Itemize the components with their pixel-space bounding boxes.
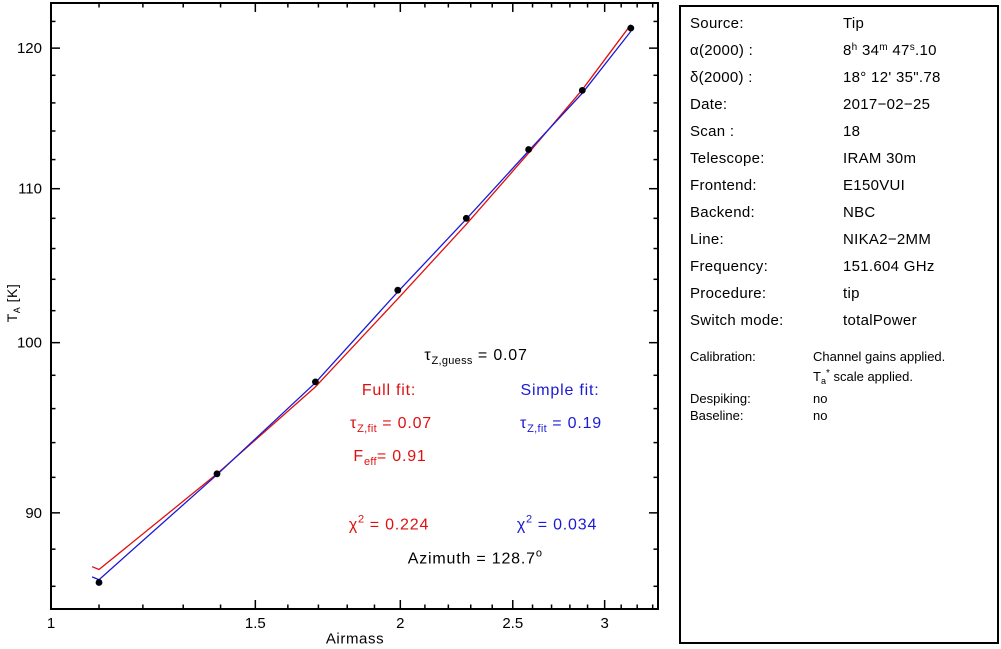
info-row-frontend: Frontend: E150VUI <box>690 172 997 199</box>
observation-info-panel: Source: Tip α(2000) : 8h 34m 47s.10 δ(20… <box>679 5 999 644</box>
info-row-calibration: Calibration: Channel gains applied. Ta* … <box>690 348 997 390</box>
axis-ticks <box>50 3 658 609</box>
data-point <box>312 378 319 386</box>
row-value: Channel gains applied. Ta* scale applied… <box>813 349 946 386</box>
info-row-dec: δ(2000) : 18° 12' 35".78 <box>690 64 997 91</box>
info-row-procedure: Procedure: tip <box>690 280 997 307</box>
row-value: 18° 12' 35".78 <box>843 69 941 86</box>
y-axis-label: TA [K] <box>4 283 22 323</box>
row-value: no <box>813 391 828 406</box>
svg-text:120: 120 <box>17 40 42 57</box>
x-axis-label: Airmass <box>325 630 385 648</box>
row-label: Backend: <box>690 204 755 221</box>
data-point <box>525 146 532 153</box>
row-value: 151.604 GHz <box>843 258 935 275</box>
row-label: Despiking: <box>690 391 751 406</box>
annotation-simple-fit-heading: Simple fit: <box>520 382 600 399</box>
svg-text:2: 2 <box>396 615 404 632</box>
row-label: Date: <box>690 96 728 113</box>
processing-info-block: Calibration: Channel gains applied. Ta* … <box>690 348 997 424</box>
annotation-full-fit-heading: Full fit: <box>361 382 417 399</box>
annotation-chi2-full: χ2 = 0.224 <box>348 513 430 534</box>
row-value: NIKA2−2MM <box>843 231 932 248</box>
info-row-source: Source: Tip <box>690 10 997 37</box>
info-row-frequency: Frequency: 151.604 GHz <box>690 253 997 280</box>
annotation-forward-efficiency: Feff= 0.91 <box>353 448 427 468</box>
info-row-baseline: Baseline: no <box>690 407 997 424</box>
annotation-tau-z-guess: τZ,guess = 0.07 <box>424 347 528 367</box>
row-label: Telescope: <box>690 150 765 167</box>
row-label: Line: <box>690 231 725 248</box>
row-label: Frequency: <box>690 258 769 275</box>
row-label: Switch mode: <box>690 312 784 329</box>
svg-text:3: 3 <box>600 615 608 632</box>
data-point <box>95 579 103 586</box>
row-value: totalPower <box>843 312 917 329</box>
row-label: Frontend: <box>690 177 757 194</box>
svg-text:2.5: 2.5 <box>502 615 523 632</box>
row-value: tip <box>843 285 860 302</box>
info-row-date: Date: 2017−02−25 <box>690 91 997 118</box>
info-row-ra: α(2000) : 8h 34m 47s.10 <box>690 37 997 64</box>
row-label: Calibration: <box>690 349 756 364</box>
svg-text:1: 1 <box>47 615 55 632</box>
row-value: IRAM 30m <box>843 150 917 167</box>
info-row-switch-mode: Switch mode: totalPower <box>690 307 997 334</box>
data-point <box>578 87 586 94</box>
row-value: 8h 34m 47s.10 <box>843 42 937 59</box>
annotation-chi2-simple: χ2 = 0.034 <box>516 513 598 534</box>
info-row-line: Line: NIKA2−2MM <box>690 226 997 253</box>
annotation-azimuth: Azimuth = 128.7o <box>407 547 543 568</box>
data-point <box>627 24 635 32</box>
row-label: Scan : <box>690 123 735 140</box>
row-label: Baseline: <box>690 408 744 423</box>
row-label: δ(2000) : <box>690 69 753 86</box>
annotation-tau-z-fit-full: τZ,fit = 0.07 <box>350 415 432 435</box>
info-row-telescope: Telescope: IRAM 30m <box>690 145 997 172</box>
row-value: Tip <box>843 15 865 32</box>
row-label: Source: <box>690 15 744 32</box>
svg-text:110: 110 <box>18 181 42 198</box>
row-value: 18 <box>843 123 861 140</box>
annotation-tau-z-fit-simple: τZ,fit = 0.19 <box>520 415 602 435</box>
row-value: 2017−02−25 <box>843 96 931 113</box>
svg-text:90: 90 <box>25 505 42 522</box>
row-value: NBC <box>843 204 876 221</box>
y-tick-labels: 90 100 110 120 <box>17 40 42 522</box>
info-row-backend: Backend: NBC <box>690 199 997 226</box>
plot-box <box>50 2 659 610</box>
data-point <box>462 214 470 222</box>
row-value: E150VUI <box>843 177 906 194</box>
info-row-despiking: Despiking: no <box>690 390 997 407</box>
full-fit-line <box>91 24 632 571</box>
info-row-scan: Scan : 18 <box>690 118 997 145</box>
row-label: Procedure: <box>690 285 767 302</box>
svg-text:100: 100 <box>17 335 42 352</box>
plot-canvas: 1 1.5 2 2.5 3 90 100 110 120 <box>17 2 659 632</box>
data-points <box>95 24 635 586</box>
data-point <box>213 470 221 478</box>
svg-text:1.5: 1.5 <box>245 615 266 632</box>
row-value: no <box>813 408 828 423</box>
data-point <box>394 286 402 294</box>
skydip-plot: 1 1.5 2 2.5 3 90 100 110 120 Airmass TA [K] τZ,g… <box>4 2 659 648</box>
simple-fit-line <box>91 30 632 581</box>
row-label: α(2000) : <box>690 42 754 59</box>
x-tick-labels: 1 1.5 2 2.5 3 <box>47 615 609 632</box>
